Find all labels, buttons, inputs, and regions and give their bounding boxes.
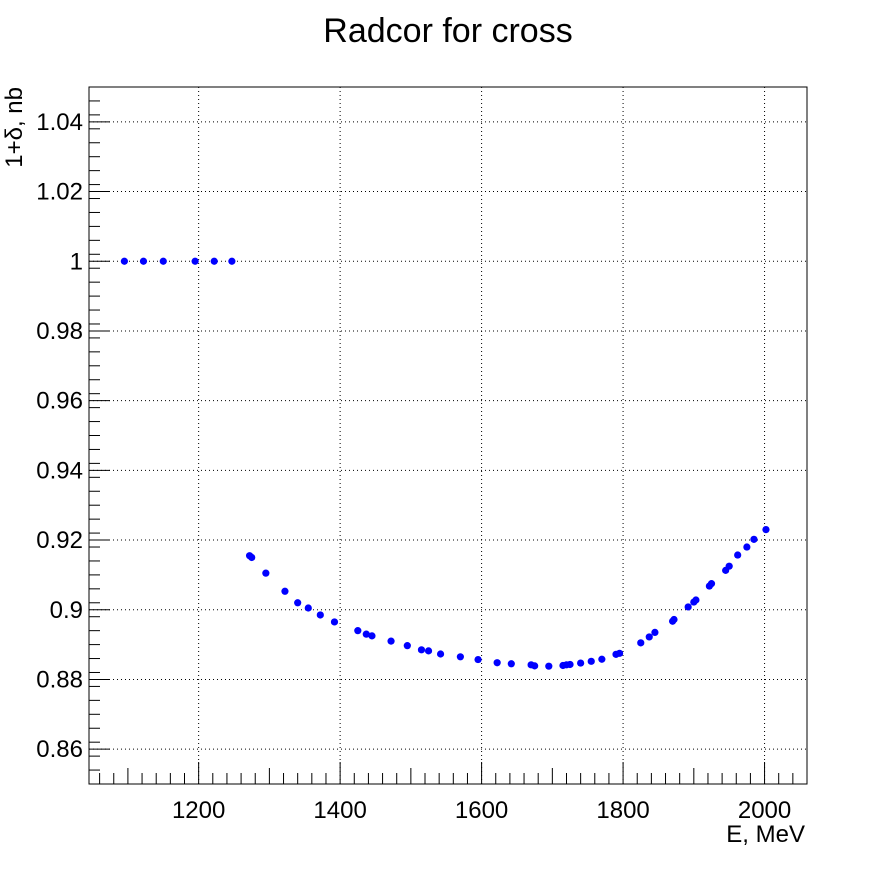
data-point	[707, 580, 716, 588]
x-tick-label: 1400	[313, 797, 366, 824]
data-point	[139, 257, 148, 265]
data-points	[120, 257, 770, 670]
x-tick-label: 1800	[596, 797, 649, 824]
data-point	[734, 551, 742, 559]
data-point	[684, 603, 692, 611]
y-tick-label: 0.98	[36, 318, 83, 345]
data-point	[545, 662, 553, 670]
data-point	[210, 257, 218, 265]
data-point	[651, 628, 659, 637]
data-point	[120, 257, 128, 265]
x-tick-label: 1600	[455, 797, 508, 824]
y-tick-label: 1.04	[36, 109, 83, 136]
data-point	[531, 662, 539, 670]
y-tick-label: 0.86	[36, 736, 83, 763]
data-point	[424, 647, 433, 655]
data-point	[474, 655, 482, 664]
data-point	[362, 630, 370, 638]
data-point	[598, 655, 606, 663]
data-point	[456, 653, 464, 661]
y-tick-label: 0.94	[36, 457, 83, 484]
data-point	[436, 650, 445, 658]
y-tick-label: 1	[70, 248, 83, 275]
data-point	[762, 525, 770, 534]
data-point	[743, 543, 751, 551]
axis-ticks	[89, 86, 808, 785]
y-tick-label: 0.9	[50, 597, 83, 624]
x-tick-label: 2000	[738, 797, 791, 824]
data-point	[637, 639, 645, 647]
data-point	[417, 646, 426, 654]
x-axis-label: E, MeV	[726, 821, 805, 848]
data-point	[387, 637, 395, 645]
data-point	[615, 649, 624, 657]
tick-labels: 1200 1400 1600 1800 2000 0.86 0.88 0.9 0.92 0.94 0…	[36, 109, 791, 824]
y-tick-label: 0.96	[36, 388, 83, 415]
chart-title: Radcor for cross	[323, 12, 572, 50]
y-tick-label: 0.92	[36, 527, 83, 554]
y-tick-label: 0.88	[36, 666, 83, 693]
data-point	[281, 587, 289, 595]
data-point	[692, 596, 700, 604]
data-point	[577, 659, 585, 667]
data-point	[304, 604, 312, 612]
data-point	[191, 257, 199, 265]
data-point	[159, 257, 167, 265]
data-point	[670, 615, 678, 624]
x-tick-label: 1200	[172, 797, 225, 824]
data-point	[228, 257, 236, 265]
y-axis-label: 1+δ, nb	[1, 87, 28, 168]
data-point	[368, 632, 376, 640]
data-point	[248, 553, 256, 562]
data-point	[403, 642, 411, 650]
data-point	[354, 627, 362, 635]
plot-frame	[88, 86, 808, 785]
data-point	[645, 633, 653, 641]
y-tick-label: 1.02	[36, 179, 83, 206]
data-point	[316, 611, 324, 619]
data-point	[330, 618, 339, 626]
data-point	[507, 660, 515, 668]
data-point	[725, 562, 733, 570]
data-point	[566, 660, 574, 669]
data-point	[493, 659, 501, 667]
data-point	[587, 657, 595, 665]
data-point	[750, 535, 758, 543]
data-point	[262, 569, 270, 577]
data-point	[294, 599, 302, 607]
grid	[89, 87, 807, 784]
